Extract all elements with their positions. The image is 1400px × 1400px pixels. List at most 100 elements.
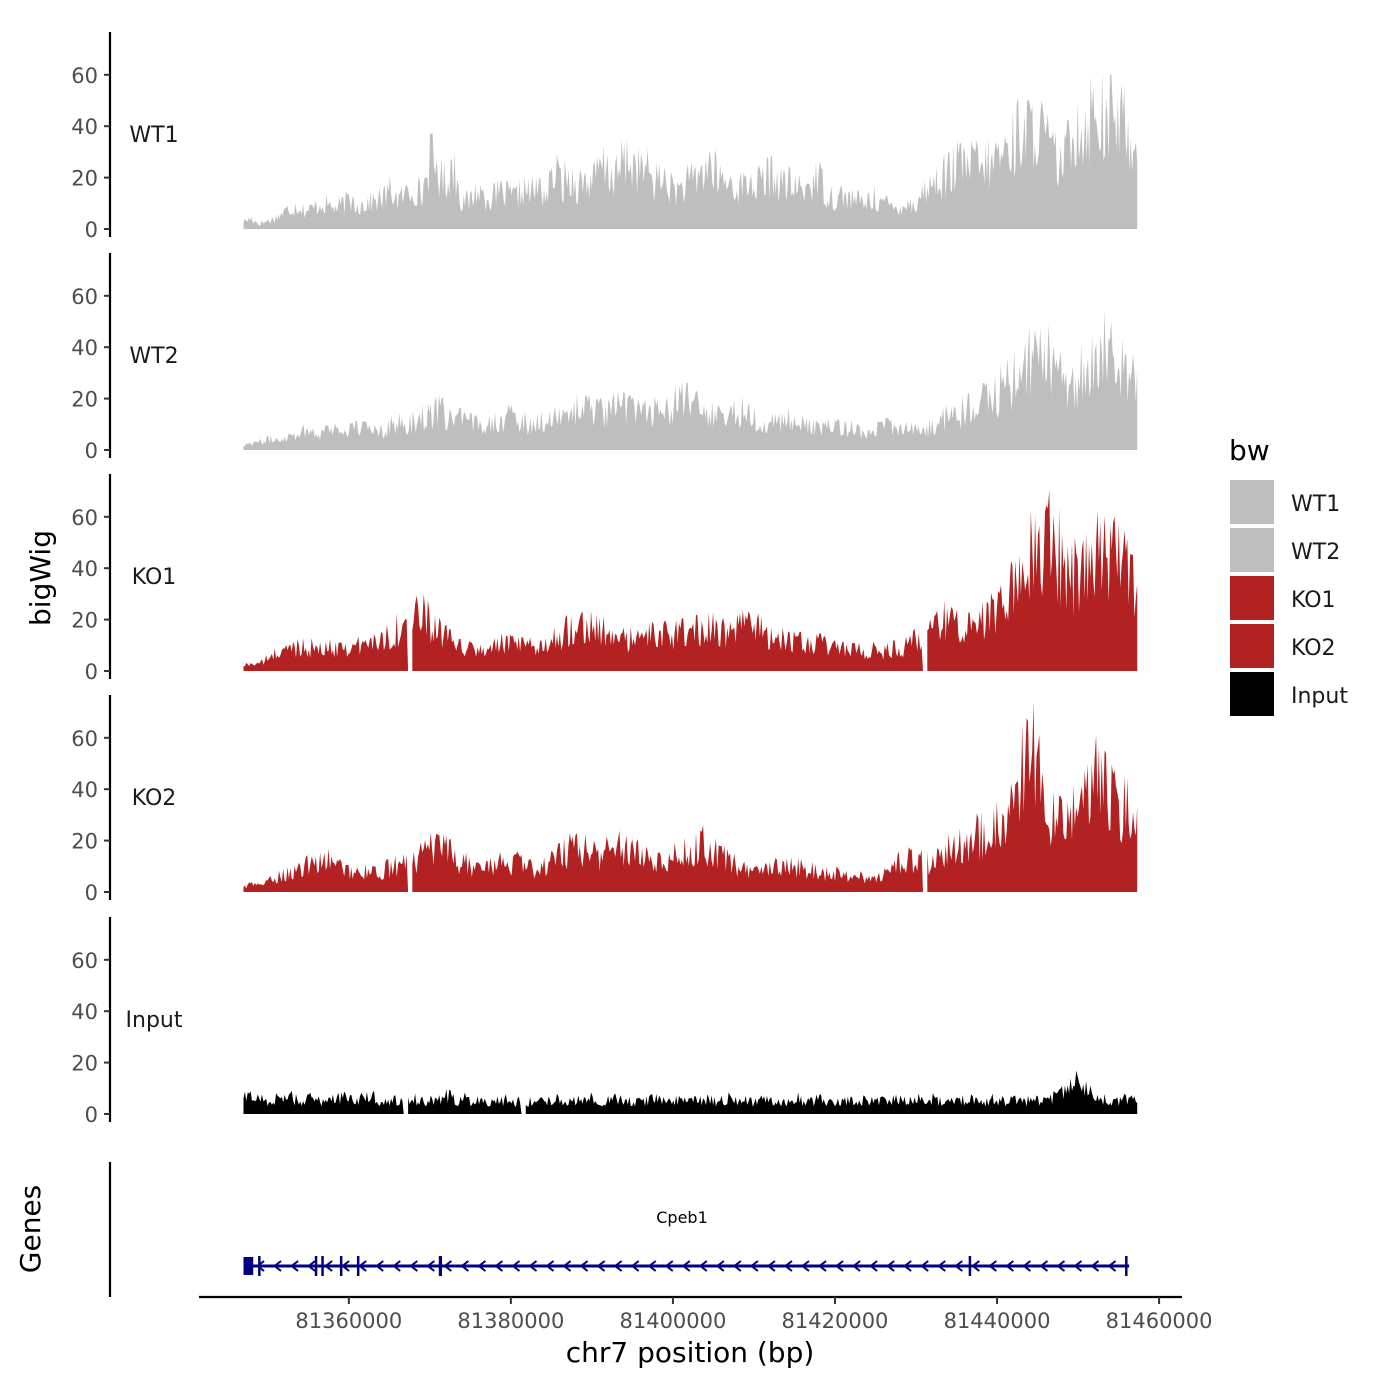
strand-arrow — [477, 1260, 487, 1272]
y-tick-label: 0 — [85, 218, 98, 242]
track-ko1: 0 20 40 60 KO1 — [71, 474, 1138, 684]
legend-entries: WT1 WT2 KO1 KO2 Input — [1230, 480, 1348, 716]
strand-arrow — [392, 1260, 401, 1272]
strand-arrow — [1005, 1260, 1014, 1272]
x-axis: 81360000 81380000 81400000 81420000 81440000… — [199, 1295, 1213, 1369]
track-ko2: 0 20 40 60 KO2 — [71, 695, 1138, 905]
strand-arrow — [306, 1260, 316, 1272]
y-tick-label: 20 — [71, 830, 98, 854]
strand-arrow — [289, 1260, 299, 1272]
strand-arrow — [869, 1260, 878, 1272]
y-tick-label: 0 — [85, 660, 98, 684]
track-panels: 0 20 40 60 WT1 0 20 40 60 WT2 0 20 40 60 KO1 0 20 40 60 KO2… — [71, 32, 1138, 1127]
strand-arrow — [409, 1260, 418, 1272]
y-tick-label: 60 — [71, 285, 98, 309]
y-tick-label: 40 — [71, 778, 98, 802]
strand-arrow — [511, 1260, 521, 1272]
x-axis-title: chr7 position (bp) — [566, 1336, 815, 1369]
x-tick-label: 81400000 — [619, 1309, 726, 1333]
strand-arrow — [988, 1260, 997, 1272]
legend-label-wt1: WT1 — [1291, 492, 1340, 517]
gene-exon — [339, 1256, 343, 1276]
strand-arrow — [613, 1260, 623, 1272]
track-input: 0 20 40 60 Input — [71, 917, 1138, 1127]
legend-swatch-ko1 — [1230, 576, 1274, 620]
strand-arrow — [1056, 1260, 1066, 1272]
gene-exon — [314, 1256, 318, 1276]
coverage-area-wt2 — [243, 309, 1138, 450]
coverage-area-wt1 — [243, 71, 1138, 229]
coverage-area-ko1 — [243, 489, 1138, 671]
legend-swatch-input — [1230, 672, 1274, 716]
strand-arrow — [971, 1260, 980, 1272]
y-tick-label: 20 — [71, 1052, 98, 1076]
strand-arrow — [358, 1260, 367, 1272]
track-label-input: Input — [126, 1008, 183, 1033]
legend-title: bw — [1229, 434, 1270, 467]
strand-arrow — [494, 1260, 504, 1272]
strand-arrow — [647, 1260, 657, 1272]
track-wt2: 0 20 40 60 WT2 — [71, 253, 1138, 463]
strand-arrow — [324, 1260, 333, 1272]
strand-arrow — [460, 1260, 470, 1272]
legend-label-input: Input — [1291, 684, 1348, 709]
y-tick-label: 40 — [71, 557, 98, 581]
strand-arrow — [783, 1260, 793, 1272]
strand-arrow — [800, 1260, 810, 1272]
gene-exon — [258, 1256, 261, 1276]
strand-arrow — [715, 1260, 725, 1272]
strand-arrow — [681, 1260, 691, 1272]
x-tick-label: 81440000 — [944, 1309, 1051, 1333]
strand-arrow — [920, 1260, 929, 1272]
gene-exon — [356, 1256, 360, 1276]
strand-arrow — [886, 1260, 895, 1272]
gene-name-label: Cpeb1 — [656, 1208, 708, 1227]
strand-arrow — [255, 1260, 265, 1272]
x-tick-label: 81420000 — [782, 1309, 889, 1333]
strand-arrow — [341, 1260, 350, 1272]
strand-arrow — [1039, 1260, 1049, 1272]
gene-exon — [1125, 1256, 1128, 1276]
legend-swatch-wt2 — [1230, 528, 1274, 572]
legend-swatch-ko2 — [1230, 624, 1274, 668]
y-tick-label: 0 — [85, 881, 98, 905]
gene-exon — [243, 1257, 254, 1275]
strand-arrow — [596, 1260, 606, 1272]
y-tick-label: 20 — [71, 609, 98, 633]
strand-arrow — [630, 1260, 640, 1272]
y-tick-label: 60 — [71, 64, 98, 88]
y-tick-label: 40 — [71, 336, 98, 360]
strand-arrow — [766, 1260, 776, 1272]
x-tick-label: 81460000 — [1106, 1309, 1213, 1333]
y-tick-label: 20 — [71, 167, 98, 191]
strand-arrow — [732, 1260, 742, 1272]
track-label-ko2: KO2 — [132, 786, 177, 811]
strand-arrow — [1022, 1260, 1032, 1272]
y-tick-label: 60 — [71, 949, 98, 973]
strand-arrow — [1107, 1260, 1117, 1272]
gene-exon — [321, 1256, 324, 1276]
strand-arrow — [562, 1260, 572, 1272]
coverage-area-ko2 — [243, 702, 1138, 892]
track-label-ko1: KO1 — [132, 565, 177, 590]
strand-arrow — [749, 1260, 759, 1272]
y-tick-label: 60 — [71, 506, 98, 530]
legend: bw WT1 WT2 KO1 KO2 Input — [1229, 434, 1348, 716]
track-label-wt1: WT1 — [129, 123, 178, 148]
legend-label-ko2: KO2 — [1291, 636, 1336, 661]
track-wt1: 0 20 40 60 WT1 — [71, 32, 1138, 242]
legend-swatch-wt1 — [1230, 480, 1274, 524]
gene-model — [243, 1256, 1130, 1276]
strand-arrow — [664, 1260, 674, 1272]
y-tick-label: 40 — [71, 1000, 98, 1024]
legend-label-ko1: KO1 — [1291, 588, 1336, 613]
strand-arrow — [834, 1260, 844, 1272]
x-axis-ticks: 81360000 81380000 81400000 81420000 81440000… — [295, 1297, 1213, 1333]
gene-exon — [968, 1256, 972, 1276]
x-tick-label: 81380000 — [457, 1309, 564, 1333]
strand-arrow — [698, 1260, 708, 1272]
strand-arrow — [1090, 1260, 1100, 1272]
strand-arrow — [528, 1260, 538, 1272]
strand-arrow — [375, 1260, 384, 1272]
strand-arrow — [817, 1260, 827, 1272]
